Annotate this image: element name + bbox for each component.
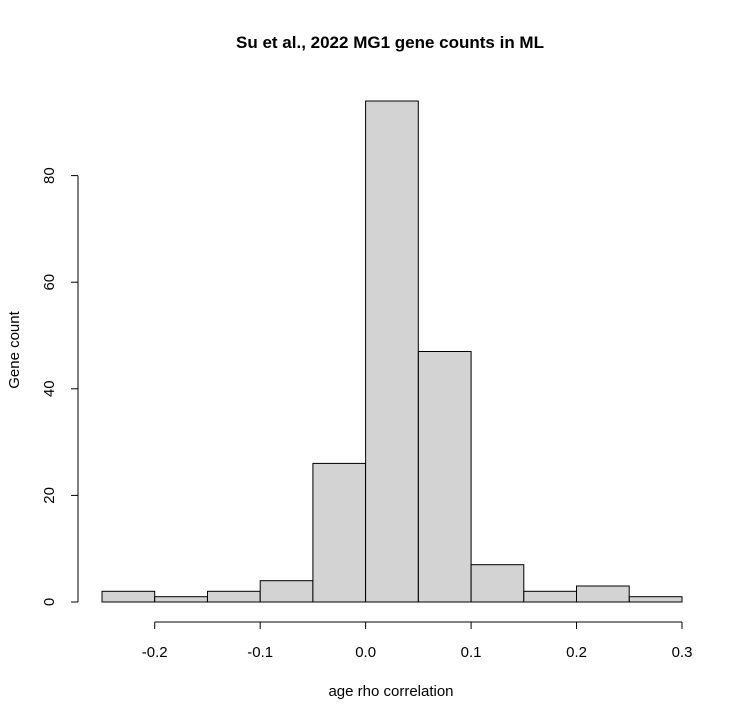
histogram-bar-5: [365, 100, 419, 603]
histogram-bar-2: [207, 590, 261, 603]
y-axis-label: Gene count: [6, 310, 23, 388]
x-tick-label-3: 0.1: [461, 644, 482, 661]
y-tick-label-2: 40: [41, 380, 58, 397]
chart-title: Su et al., 2022 MG1 gene counts in ML: [236, 33, 544, 52]
x-axis-label: age rho correlation: [328, 683, 453, 700]
histogram-bar-8: [523, 590, 577, 603]
y-axis: 0 20 40 60 80: [41, 167, 79, 606]
y-tick-label-0: 0: [41, 598, 58, 606]
histogram-bar-0: [101, 590, 156, 603]
y-tick-label-3: 60: [41, 274, 58, 291]
x-tick-label-4: 0.2: [566, 644, 587, 661]
y-tick-label-4: 80: [41, 167, 58, 184]
histogram-bar-10: [628, 596, 683, 603]
x-tick-label-1: -0.1: [247, 644, 273, 661]
x-tick-label-5: 0.3: [672, 644, 693, 661]
histogram-bar-7: [470, 564, 525, 603]
histogram-bar-6: [417, 351, 472, 603]
histogram-bar-9: [576, 585, 630, 603]
y-tick-label-1: 20: [41, 487, 58, 504]
x-axis: -0.2 -0.1 0.0 0.1 0.2 0.3: [142, 621, 693, 661]
x-tick-label-2: 0.0: [355, 644, 376, 661]
histogram-bar-4: [312, 462, 367, 603]
x-tick-label-0: -0.2: [142, 644, 168, 661]
histogram-bar-3: [259, 580, 314, 603]
bars-group: [101, 100, 683, 603]
histogram-bar-1: [154, 596, 208, 603]
